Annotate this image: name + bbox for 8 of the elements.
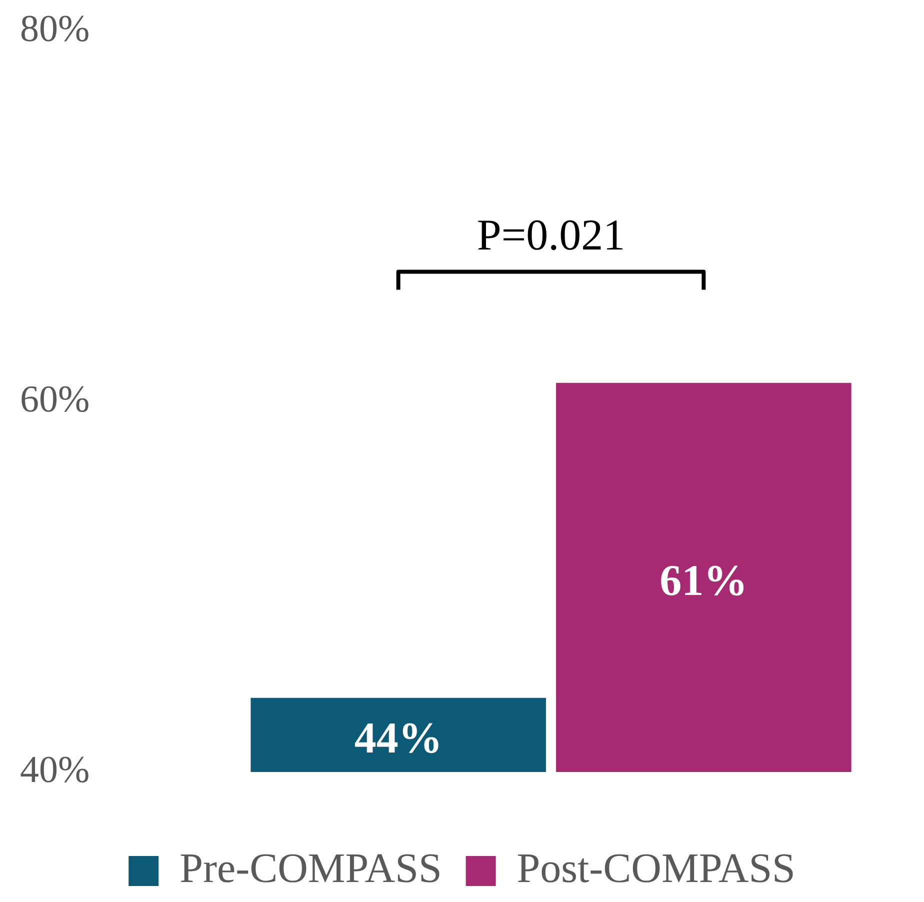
legend-label: Post-COMPASS — [516, 846, 796, 892]
legend-label: Pre-COMPASS — [180, 846, 442, 892]
annotation: P=0.021 — [476, 210, 626, 260]
y-tick-label: 40% — [20, 748, 90, 791]
y-tick-label: 80% — [20, 8, 90, 50]
data-label: 44% — [354, 713, 442, 762]
data-label: 61% — [660, 556, 748, 605]
y-tick-label: 60% — [20, 378, 90, 420]
